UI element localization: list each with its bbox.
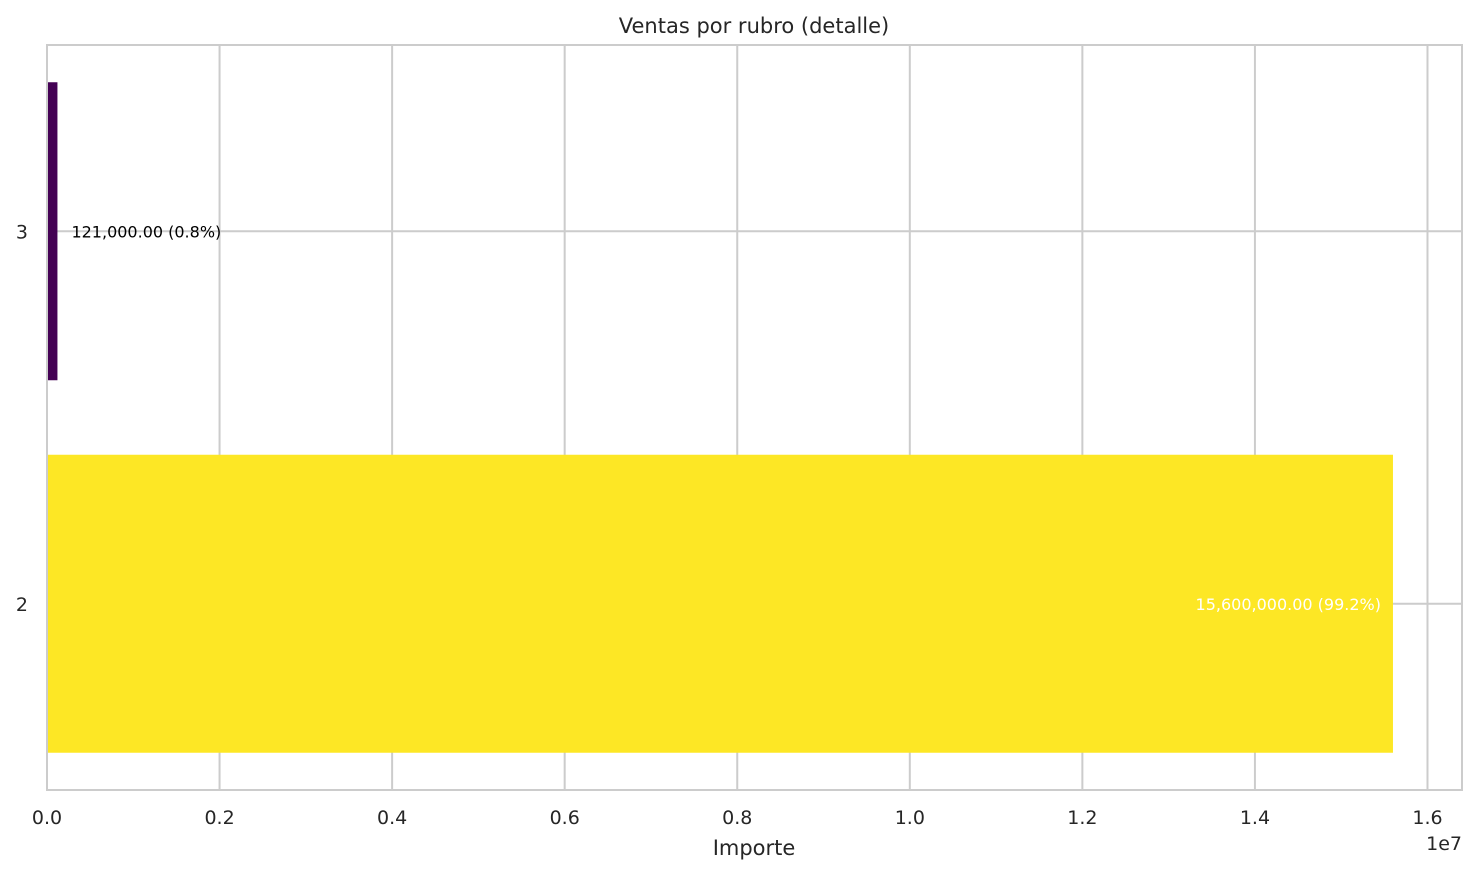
- x-tick-label: 0.6: [550, 807, 580, 829]
- x-tick-label: 0.8: [722, 807, 752, 829]
- x-axis-title: Importe: [713, 836, 796, 860]
- plot-area-frame: [46, 44, 1463, 791]
- x-tick-label: 1.6: [1412, 807, 1442, 829]
- x-tick-label: 0.4: [377, 807, 407, 829]
- bar-3: [47, 82, 58, 381]
- bar-value-label: 15,600,000.00 (99.2%): [1196, 595, 1381, 614]
- bar-2: [47, 454, 1393, 753]
- chart-title: Ventas por rubro (detalle): [619, 14, 889, 38]
- x-tick-label: 1.4: [1240, 807, 1270, 829]
- x-tick-label: 0.2: [204, 807, 234, 829]
- x-axis-scale-label: 1e7: [1426, 833, 1462, 855]
- y-tick-label: 3: [16, 221, 28, 243]
- y-tick-label: 2: [16, 594, 28, 616]
- bar-value-labels: 121,000.00 (0.8%) 15,600,000.00 (99.2%): [71, 222, 1381, 614]
- x-tick-label: 1.0: [895, 807, 925, 829]
- bar-value-label: 121,000.00 (0.8%): [71, 222, 221, 241]
- bars: [47, 82, 1393, 753]
- x-tick-label: 0.0: [32, 807, 62, 829]
- axis-ticks: 0.0 0.2 0.4 0.6 0.8 1.0 1.2 1.4 1.6 3 2: [16, 221, 1443, 829]
- x-tick-label: 1.2: [1067, 807, 1097, 829]
